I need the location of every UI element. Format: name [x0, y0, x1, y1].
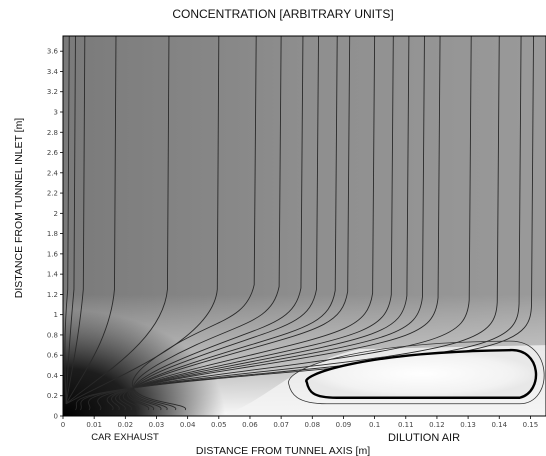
car-exhaust-label: CAR EXHAUST — [91, 432, 159, 443]
contour-lines — [64, 36, 534, 411]
x-tick-label: 0.03 — [149, 421, 165, 429]
y-tick-label: 3.2 — [47, 88, 58, 96]
x-tick-label: 0.09 — [336, 421, 352, 429]
y-tick-label: 2 — [54, 210, 58, 218]
x-tick-label: 0.12 — [429, 421, 445, 429]
plot-frame — [62, 35, 546, 417]
x-axis-label: DISTANCE FROM TUNNEL AXIS [m] — [196, 445, 370, 456]
y-tick-label: 3.4 — [47, 68, 59, 76]
x-tick-label: 0.13 — [460, 421, 476, 429]
y-tick-label: 3.6 — [47, 48, 59, 56]
y-tick-label: 1 — [54, 311, 58, 319]
contour-line — [64, 36, 70, 404]
x-tick-label: 0.07 — [273, 421, 289, 429]
x-tick-label: 0.08 — [304, 421, 320, 429]
contour-line — [87, 36, 500, 411]
x-tick-label: 0 — [61, 421, 65, 429]
y-tick-label: 1.4 — [47, 271, 59, 279]
contour-line — [97, 36, 472, 411]
contour-line — [131, 36, 319, 411]
contour-line — [65, 36, 170, 405]
x-tick-label: 0.06 — [242, 421, 258, 429]
y-axis-label: DISTANCE FROM TUNNEL INLET [m] — [13, 118, 25, 299]
y-axis-ticks: 0 0.2 0.4 0.6 0.8 1 1.2 1.4 1.6 1.8 2 2.2 2.4 2.6 2.8 3… — [47, 48, 63, 421]
x-tick-label: 0.02 — [118, 421, 134, 429]
y-tick-label: 1.8 — [47, 230, 58, 238]
contour-line — [75, 36, 534, 411]
x-tick-label: 0.15 — [523, 421, 539, 429]
x-tick-label: 0.05 — [211, 421, 227, 429]
contour-line — [132, 36, 304, 411]
closed-contour-inner — [305, 348, 538, 399]
y-tick-label: 2.2 — [47, 190, 58, 198]
y-tick-label: 0.6 — [47, 352, 59, 360]
contour-line — [65, 36, 76, 404]
contour-line — [115, 36, 410, 411]
y-tick-label: 2.4 — [47, 169, 59, 177]
contour-line — [65, 36, 86, 404]
y-tick-label: 2.6 — [47, 149, 59, 157]
y-tick-label: 0 — [54, 413, 58, 421]
y-tick-label: 2.8 — [47, 129, 58, 137]
y-tick-label: 1.6 — [47, 250, 59, 258]
contour-line — [110, 36, 425, 411]
x-axis-ticks: 0 0.01 0.02 0.03 0.04 0.05 0.06 0.07 0.08 0.09 0.1… — [61, 416, 538, 429]
x-tick-label: 0.11 — [398, 421, 414, 429]
y-tick-label: 0.2 — [47, 392, 58, 400]
contour-line — [128, 36, 338, 411]
plot-area — [63, 36, 546, 416]
contour-line — [131, 36, 257, 411]
contour-line — [65, 36, 117, 405]
x-tick-label: 0.04 — [180, 421, 196, 429]
chart-title: CONCENTRATION [ARBITRARY UNITS] — [172, 7, 393, 21]
contour-line — [132, 36, 282, 411]
contour-line — [106, 36, 441, 411]
y-tick-label: 1.2 — [47, 291, 58, 299]
x-tick-label: 0.1 — [369, 421, 380, 429]
y-tick-label: 3 — [54, 109, 58, 117]
closed-contour-outer — [288, 340, 545, 405]
x-tick-label: 0.01 — [86, 421, 102, 429]
x-tick-label: 0.14 — [491, 421, 507, 429]
contour-line — [80, 36, 522, 411]
contour-line — [122, 36, 376, 411]
contour-line — [127, 36, 351, 411]
y-tick-label: 0.8 — [47, 331, 58, 339]
contour-line — [118, 36, 394, 411]
dilution-air-label: DILUTION AIR — [388, 432, 460, 444]
y-tick-label: 0.4 — [47, 372, 59, 380]
